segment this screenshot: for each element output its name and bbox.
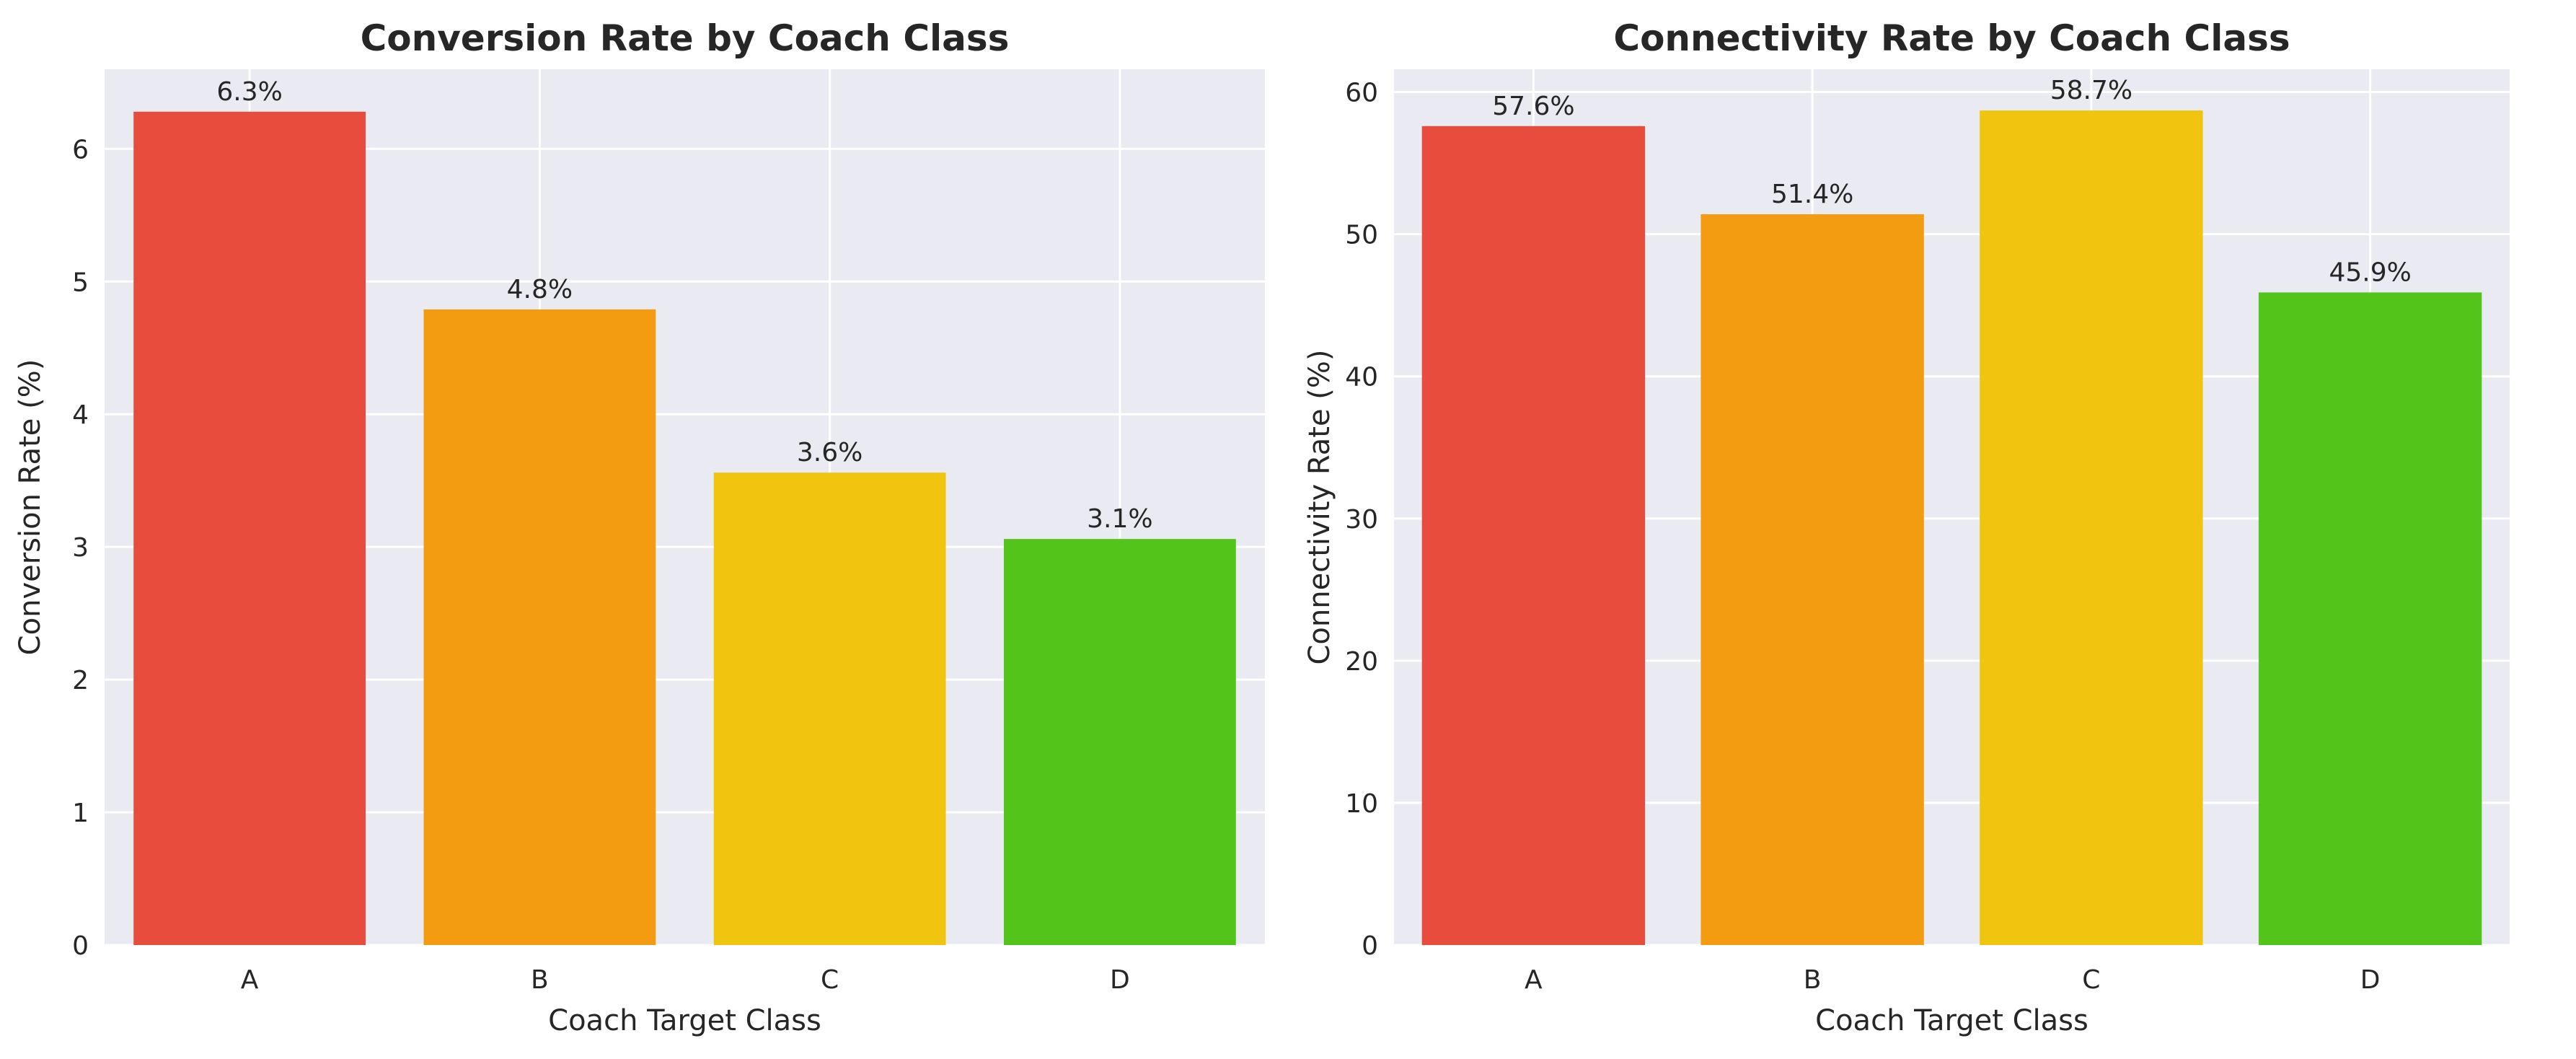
x-axis-label: Coach Target Class [548,1004,821,1037]
y-tick-label: 1 [72,799,89,828]
y-tick-label: 50 [1345,221,1378,250]
y-tick-label: 0 [1362,931,1378,961]
x-tick-label: A [241,965,259,995]
y-tick-labels: 0 10 20 30 40 50 60 [1345,79,1378,961]
x-tick-labels: A B C D [1525,965,2380,995]
bar-a [1421,126,1646,945]
bar-c [713,473,946,945]
x-tick-label: C [2082,965,2100,995]
y-axis-label: Conversion Rate (%) [14,359,47,656]
bar-data-label: 57.6% [1492,92,1574,121]
x-tick-labels: A B C D [241,965,1130,995]
y-tick-label: 40 [1345,363,1378,392]
y-tick-label: 30 [1345,505,1378,535]
y-tick-label: 60 [1345,79,1378,108]
bar-data-label: 6.3% [216,77,282,107]
y-tick-labels: 0 1 2 3 4 5 6 [72,135,89,961]
x-tick-label: C [821,965,839,995]
x-tick-label: B [1804,965,1822,995]
bar-data-label: 51.4% [1771,180,1853,209]
bar-a [133,111,366,946]
bar-data-label: 3.1% [1087,504,1152,534]
bar-d [2258,292,2482,945]
bar-data-label: 45.9% [2329,258,2411,287]
bar-b [423,309,656,945]
x-tick-label: A [1525,965,1543,995]
bar-data-label: 3.6% [797,438,863,467]
y-tick-label: 0 [72,931,89,961]
y-axis-label: Connectivity Rate (%) [1303,349,1336,664]
y-tick-label: 3 [72,533,89,563]
x-tick-label: D [1110,965,1130,995]
y-tick-label: 10 [1345,789,1378,819]
x-tick-label: D [2360,965,2381,995]
bar-data-label: 58.7% [2050,76,2132,105]
bars [1421,110,2482,946]
y-tick-label: 5 [72,268,89,297]
bar-data-labels: 57.6% 51.4% 58.7% 45.9% [1492,76,2412,287]
bars [133,111,1236,946]
y-tick-label: 6 [72,135,89,164]
x-tick-label: B [531,965,549,995]
y-tick-label: 4 [72,400,89,430]
x-axis-label: Coach Target Class [1815,1004,2088,1037]
bar-b [1701,214,1924,945]
chart-title: Conversion Rate by Coach Class [361,17,1010,59]
chart-title: Connectivity Rate by Coach Class [1613,17,2290,59]
conversion-rate-chart: 6.3% 4.8% 3.6% 3.1% 0 1 2 3 4 5 6 A B C D Conversion… [14,17,1265,1037]
y-tick-label: 2 [72,666,89,695]
y-tick-label: 20 [1345,647,1378,677]
bar-data-label: 4.8% [507,275,573,304]
bar-d [1003,539,1236,945]
bar-c [1980,110,2203,946]
bar-data-labels: 6.3% 4.8% 3.6% 3.1% [216,77,1152,534]
